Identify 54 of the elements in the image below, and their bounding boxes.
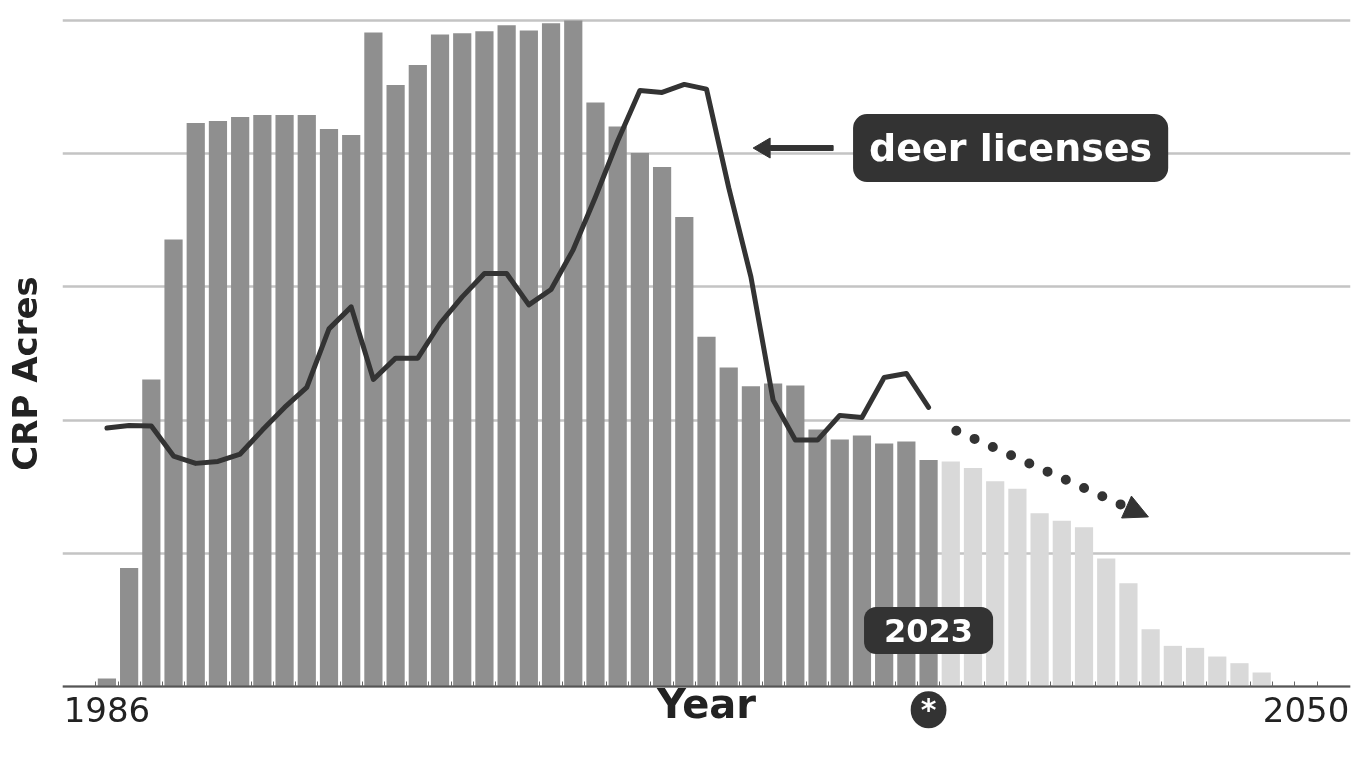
bar xyxy=(342,135,361,687)
bar xyxy=(1141,629,1160,687)
bar xyxy=(1074,527,1094,687)
bar xyxy=(475,31,494,687)
y-axis-title: CRP Acres xyxy=(4,276,45,471)
bar xyxy=(1208,656,1227,687)
bar xyxy=(652,167,672,687)
bar xyxy=(297,115,316,687)
bar xyxy=(764,383,783,687)
bar xyxy=(275,115,294,687)
bar xyxy=(630,153,649,687)
bar xyxy=(675,216,694,687)
bar xyxy=(586,102,605,687)
bar xyxy=(808,429,827,687)
bar xyxy=(1230,663,1249,687)
bar xyxy=(986,481,1005,687)
bar xyxy=(786,385,805,687)
bar xyxy=(519,30,538,687)
annotation: 2023 xyxy=(884,611,974,650)
bar xyxy=(231,117,250,687)
bar xyxy=(608,126,627,687)
bar xyxy=(386,85,405,687)
bar xyxy=(1008,488,1027,687)
bar xyxy=(697,336,716,687)
bar xyxy=(1252,672,1271,687)
bar xyxy=(364,32,383,687)
bar xyxy=(408,65,427,687)
bar xyxy=(541,23,561,687)
bar xyxy=(164,239,183,687)
bar xyxy=(1097,558,1116,687)
text: * xyxy=(920,692,937,728)
bar xyxy=(1030,513,1049,687)
bar xyxy=(741,386,761,687)
x-axis-title: Year xyxy=(655,680,757,727)
x-tick-label: 2050 xyxy=(1262,689,1350,730)
legend-label: deer licenses xyxy=(869,126,1153,171)
bar xyxy=(319,129,339,687)
bar xyxy=(430,34,450,687)
bar xyxy=(142,379,161,687)
bar xyxy=(1052,520,1071,687)
bar xyxy=(852,435,872,687)
bar xyxy=(497,25,516,687)
bar xyxy=(1185,647,1205,687)
bar xyxy=(208,121,228,687)
bar xyxy=(564,20,583,687)
bar xyxy=(830,439,849,687)
x-tick-label: 1986 xyxy=(63,689,151,730)
bar xyxy=(453,33,472,687)
bar xyxy=(1163,645,1182,687)
bar xyxy=(253,115,272,687)
bar xyxy=(1119,583,1138,687)
bar xyxy=(120,567,139,687)
bar xyxy=(719,367,738,687)
bar xyxy=(186,123,205,687)
